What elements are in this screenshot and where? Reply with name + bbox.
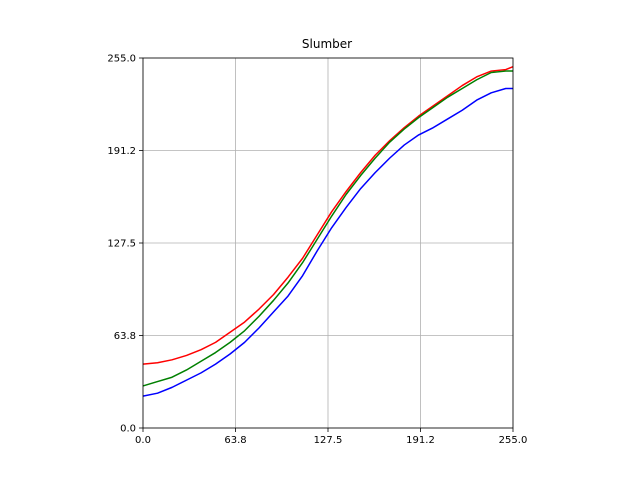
- series-line-1: [142, 66, 514, 365]
- x-tick-label: 63.8: [224, 435, 246, 446]
- chart-title: Slumber: [302, 37, 352, 51]
- y-tick-label: 127.5: [107, 239, 136, 250]
- x-tick-label: 0.0: [135, 435, 151, 446]
- y-tick-label: 191.2: [107, 146, 136, 157]
- series-line-3: [142, 87, 513, 397]
- series-line-2: [142, 70, 513, 387]
- axis-ticks: 0.0 63.8 127.5 191.2 255.0 0.0 63.8 127.5 191.2 2…: [107, 54, 527, 447]
- x-tick-label: 127.5: [314, 435, 343, 446]
- y-tick-label: 63.8: [114, 331, 136, 342]
- y-tick-label: 255.0: [107, 54, 136, 65]
- x-tick-label: 255.0: [499, 435, 528, 446]
- series-group: [142, 66, 514, 397]
- y-tick-label: 0.0: [120, 424, 136, 435]
- x-tick-label: 191.2: [406, 435, 435, 446]
